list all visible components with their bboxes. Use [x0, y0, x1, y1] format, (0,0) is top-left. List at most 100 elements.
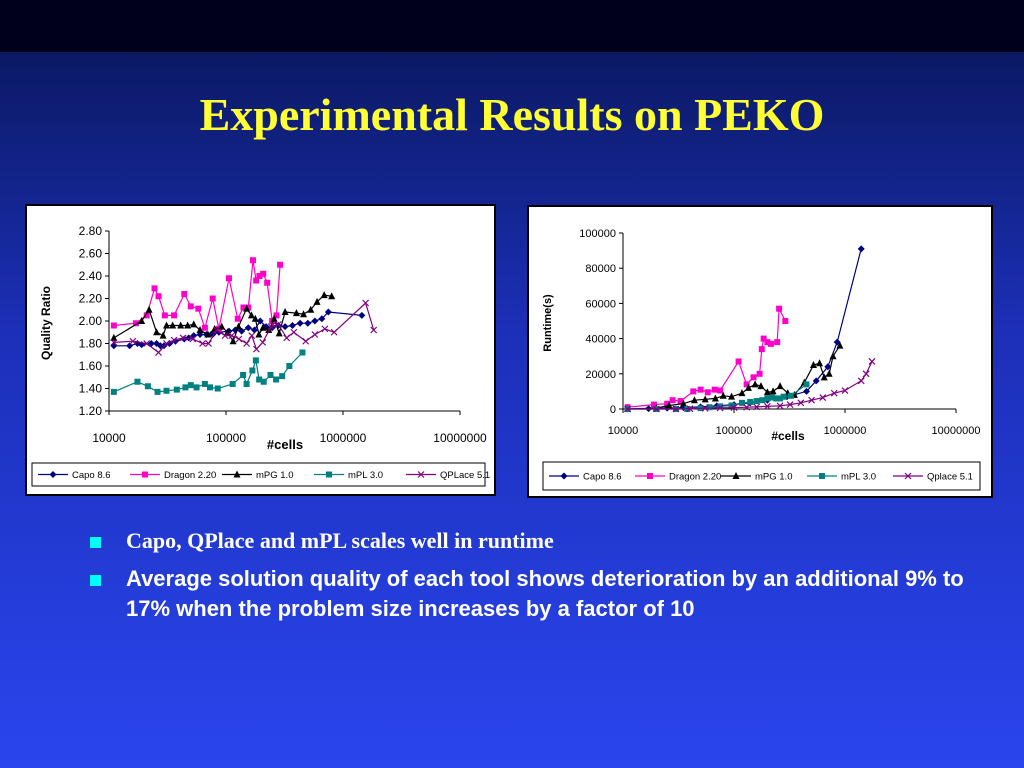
data-point — [248, 332, 256, 340]
data-point — [764, 395, 771, 402]
data-point — [824, 363, 832, 371]
data-point — [260, 378, 267, 385]
data-point — [677, 398, 684, 405]
data-point — [143, 312, 150, 319]
data-point — [841, 387, 849, 394]
data-point — [267, 323, 275, 331]
data-point — [253, 345, 260, 353]
data-point — [803, 381, 810, 388]
data-point — [235, 322, 243, 330]
data-point — [313, 297, 321, 305]
data-point — [190, 320, 198, 328]
data-point — [273, 376, 280, 383]
data-point — [159, 331, 167, 339]
data-point — [833, 338, 841, 346]
legend-label: mPG 1.0 — [256, 470, 294, 481]
data-point — [173, 386, 180, 393]
data-point — [330, 328, 338, 336]
series-dragon-2-20 — [110, 257, 284, 332]
legend-entry: Dragon 2.20 — [635, 472, 721, 483]
y-tick-label: 1.40 — [79, 382, 103, 396]
data-point — [829, 352, 837, 360]
data-point — [132, 320, 139, 327]
data-point — [218, 322, 226, 330]
data-point — [214, 385, 221, 392]
data-point — [370, 326, 378, 334]
series-mpg-1-0 — [110, 291, 336, 345]
data-point — [126, 342, 134, 350]
legend-swatch-marker — [647, 473, 653, 479]
data-point — [756, 370, 763, 377]
series-dragon-2-20 — [624, 305, 789, 411]
data-point — [225, 275, 232, 282]
data-point — [153, 328, 161, 336]
data-point — [751, 380, 759, 388]
data-point — [240, 304, 247, 311]
data-point — [669, 397, 676, 404]
data-point — [169, 321, 177, 329]
data-point — [759, 397, 766, 404]
bullet-list: Capo, QPlace and mPL scales well in runt… — [88, 526, 968, 632]
legend-label: mPL 3.0 — [348, 470, 383, 481]
legend-label: Capo 8.6 — [72, 470, 111, 481]
data-point — [750, 374, 757, 381]
bullet-item: Capo, QPlace and mPL scales well in runt… — [88, 526, 968, 556]
data-point — [155, 349, 162, 356]
x-tick-label: 10000000 — [932, 425, 981, 437]
data-point — [862, 370, 870, 378]
quality-ratio-chart-svg: 1.20 1.40 1.60 1.80 2.00 2.20 2.40 2.60 2.80 1000… — [31, 224, 490, 487]
x-axis-title: #cells — [771, 429, 805, 443]
data-point — [782, 318, 789, 324]
data-point — [228, 332, 236, 340]
y-axis-title: Quality Ratio — [39, 286, 53, 360]
data-point — [187, 382, 194, 389]
data-point — [251, 314, 259, 322]
data-point — [243, 340, 251, 347]
data-point — [787, 392, 794, 399]
data-point — [300, 310, 308, 318]
legend-box — [31, 462, 486, 487]
data-point — [744, 383, 752, 391]
data-point — [110, 388, 117, 395]
data-point — [358, 311, 366, 319]
legend-label: Capo 8.6 — [583, 472, 622, 483]
data-point — [275, 329, 283, 337]
data-point — [803, 387, 811, 395]
data-point — [857, 245, 865, 253]
data-point — [776, 382, 784, 390]
data-point — [318, 315, 326, 323]
data-point — [193, 384, 200, 391]
data-point — [321, 325, 329, 333]
data-point — [245, 304, 252, 311]
data-point — [777, 395, 784, 402]
data-point — [199, 340, 206, 347]
data-point — [868, 358, 876, 365]
data-point — [181, 291, 188, 297]
data-point — [743, 381, 750, 388]
data-point — [253, 277, 260, 284]
runtime-chart-svg: 0 20000 40000 60000 80000 100000 10000 100000 10… — [542, 228, 981, 491]
data-point — [296, 319, 304, 327]
data-point — [243, 381, 250, 387]
data-point — [774, 339, 781, 346]
data-point — [209, 295, 216, 302]
x-tick-label: 1000000 — [824, 425, 867, 437]
legend-label: Dragon 2.20 — [164, 470, 216, 481]
legend-entry: Qplace 5.1 — [893, 472, 973, 483]
x-tick-label: 100000 — [716, 425, 753, 437]
legend-swatch-marker — [904, 472, 912, 480]
data-point — [235, 335, 243, 343]
legend-label: Qplace 5.1 — [927, 472, 973, 483]
data-point — [171, 312, 178, 319]
data-point — [735, 358, 742, 365]
y-tick-label: 100000 — [579, 228, 616, 240]
data-point — [664, 400, 671, 407]
data-point — [773, 395, 780, 402]
data-point — [747, 398, 754, 405]
data-point — [274, 320, 282, 328]
legend-label: mPL 3.0 — [841, 472, 876, 483]
data-point — [247, 311, 255, 319]
data-point — [679, 399, 687, 407]
data-point — [776, 402, 784, 410]
y-tick-label: 60000 — [585, 298, 616, 310]
